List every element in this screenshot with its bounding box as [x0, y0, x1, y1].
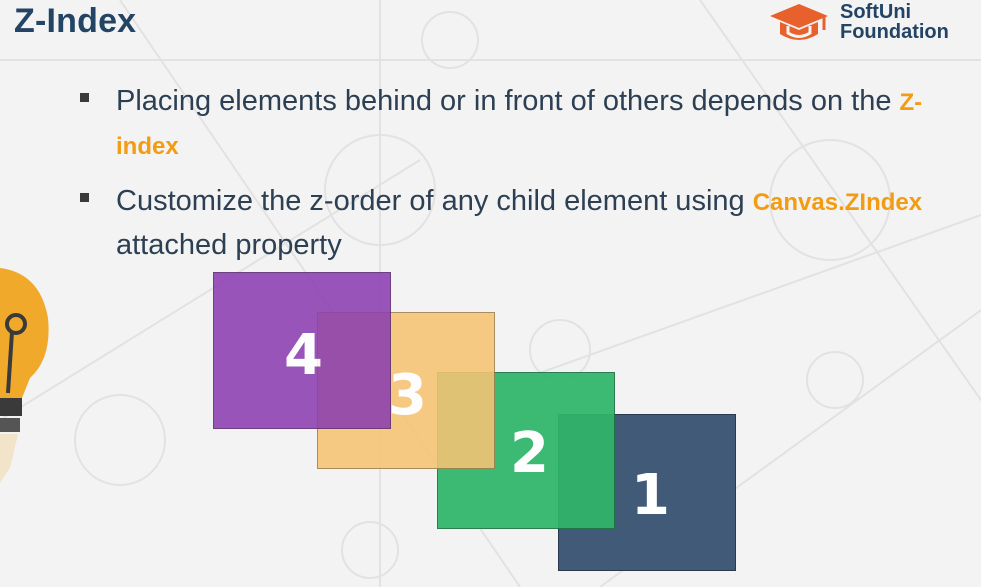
logo-line-2: Foundation	[840, 21, 949, 43]
box-number: 3	[388, 363, 427, 428]
bullet-text-part: Placing elements behind or in front of o…	[116, 85, 900, 117]
frame-edge	[981, 0, 995, 587]
light-bulb-icon	[0, 268, 49, 483]
bullet-text: Placing elements behind or in front of o…	[116, 80, 958, 168]
box-number: 4	[284, 323, 323, 388]
bullet-list: Placing elements behind or in front of o…	[78, 80, 958, 279]
highlight-term: Canvas.ZIndex	[752, 189, 923, 216]
bullet-square-icon	[80, 193, 89, 202]
bullet-text: Customize the z-order of any child eleme…	[116, 180, 958, 267]
softuni-logo: SoftUni Foundation	[766, 0, 966, 48]
logo-line-1: SoftUni	[840, 1, 912, 23]
highlight-term: Z-index	[116, 89, 923, 160]
box-number: 2	[510, 421, 549, 486]
zindex-box: 4	[213, 272, 391, 429]
box-number: 1	[631, 463, 670, 528]
slide-title: Z-Index	[14, 2, 137, 40]
bullet-text-part: attached property	[116, 229, 342, 261]
bullet-square-icon	[80, 93, 89, 102]
bullet-text-part: Customize the z-order of any child eleme…	[116, 185, 753, 217]
graduation-cap-icon	[770, 4, 828, 40]
bullet-item: Customize the z-order of any child eleme…	[78, 180, 958, 267]
bullet-item: Placing elements behind or in front of o…	[78, 80, 958, 168]
